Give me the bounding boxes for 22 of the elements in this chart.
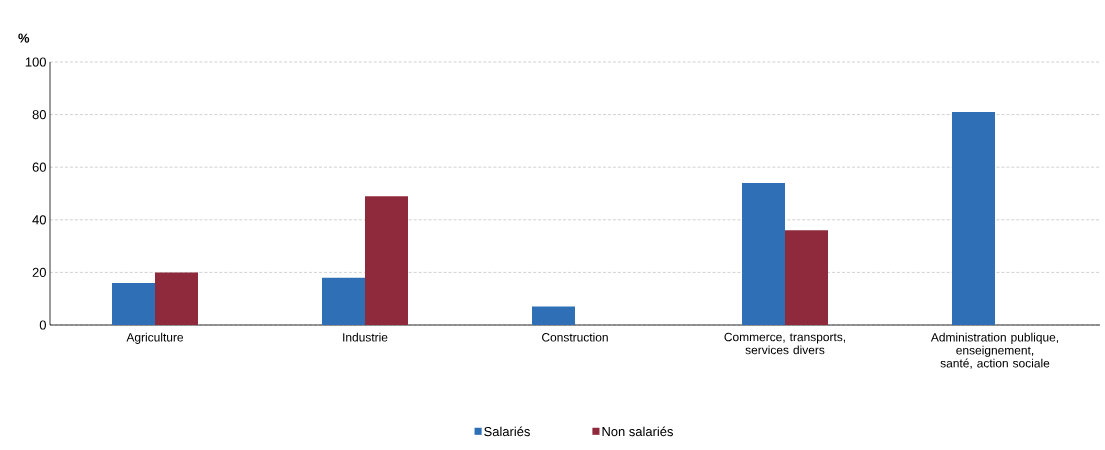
- x-tick-label: Commerce, transports, services divers: [724, 332, 846, 355]
- bar: [532, 306, 575, 325]
- y-tick-label: 40: [32, 215, 46, 225]
- y-tick-label: 20: [32, 267, 46, 277]
- bar: [112, 282, 155, 325]
- legend-label: Salariés: [484, 426, 530, 437]
- bar: [785, 230, 828, 325]
- bar: [322, 277, 365, 325]
- bar: [155, 272, 198, 325]
- bar: [952, 111, 995, 325]
- x-tick-label: Industrie: [343, 332, 388, 342]
- bar: [365, 196, 408, 325]
- x-tick-label: Agriculture: [126, 332, 184, 344]
- y-axis-title: %: [18, 33, 30, 43]
- y-tick-label: 80: [32, 110, 46, 120]
- x-tick-label: Construction: [542, 332, 608, 342]
- y-tick-label: 60: [32, 162, 46, 172]
- x-tick-label: Administration publique, enseignement, santé, action sociale: [930, 332, 1059, 369]
- legend-label: Non salariés: [602, 426, 673, 437]
- bar: [742, 182, 785, 325]
- y-tick-label: 100: [25, 57, 46, 67]
- y-tick-label: 0: [39, 320, 46, 330]
